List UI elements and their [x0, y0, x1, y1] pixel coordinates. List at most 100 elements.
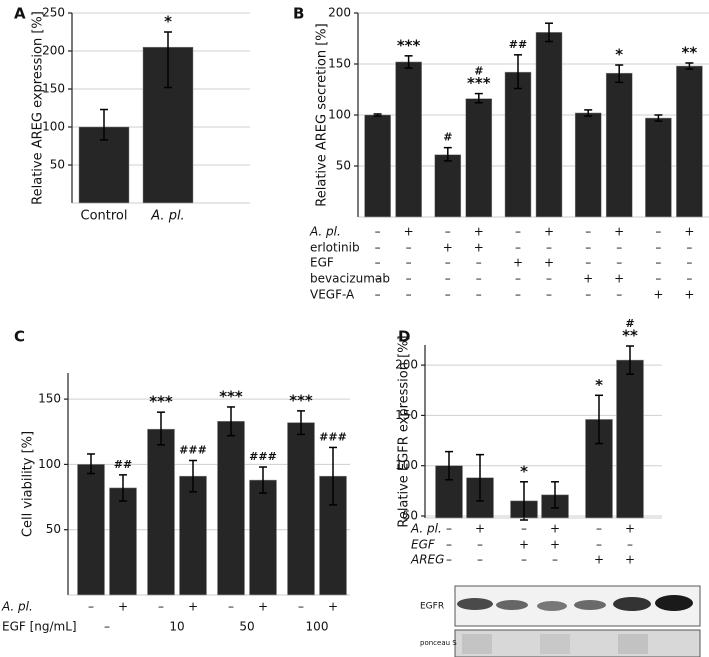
treatment-sign: – — [446, 522, 452, 536]
y-axis-label: Cell viability [%] — [21, 431, 36, 537]
blot-label: ponceau S — [420, 639, 457, 647]
treatment-sign: 10 — [169, 620, 184, 634]
treatment-sign: + — [684, 288, 694, 302]
treatment-sign: – — [375, 241, 381, 255]
bar — [434, 154, 462, 218]
y-tick-label: 150 — [395, 408, 418, 422]
y-tick-label: 100 — [395, 458, 418, 472]
treatment-sign: 50 — [239, 620, 254, 634]
y-tick-label: 200 — [395, 358, 418, 372]
treatment-sign: – — [515, 288, 521, 302]
treatment-sign: – — [546, 241, 552, 255]
treatment-sign: – — [515, 225, 521, 239]
significance-mark: ### — [179, 443, 207, 456]
treatment-sign: + — [475, 522, 485, 536]
x-tick-label: A. pl. — [150, 209, 184, 224]
y-tick-label: 200 — [42, 44, 65, 58]
treatment-sign: – — [406, 288, 412, 302]
treatment-sign: – — [686, 256, 692, 270]
bar — [465, 98, 493, 218]
treatment-sign: – — [616, 241, 622, 255]
row-label: A. pl. — [309, 225, 341, 239]
treatment-sign: – — [521, 553, 527, 567]
treatment-sign: – — [477, 553, 483, 567]
treatment-sign: – — [585, 256, 591, 270]
treatment-sign: + — [513, 256, 523, 270]
significance-mark: # — [443, 131, 452, 144]
panel-label: B — [293, 5, 304, 23]
treatment-sign: + — [684, 225, 694, 239]
treatment-sign: – — [104, 620, 110, 634]
significance-mark: ## — [114, 458, 132, 471]
row-label: VEGF-A — [310, 288, 355, 302]
significance-mark: ### — [319, 430, 347, 443]
bar — [395, 61, 422, 218]
y-tick-label: 150 — [42, 82, 65, 96]
treatment-sign: – — [476, 288, 482, 302]
significance-mark: ### — [249, 450, 277, 463]
significance-mark: *** — [467, 74, 491, 92]
treatment-sign: – — [616, 256, 622, 270]
significance-mark: ** — [682, 43, 698, 61]
y-tick-label: 50 — [403, 508, 418, 522]
treatment-sign: + — [625, 553, 635, 567]
panel-label: C — [14, 328, 25, 346]
treatment-sign: 100 — [306, 620, 329, 634]
significance-mark: *** — [149, 393, 173, 411]
bar — [504, 71, 532, 218]
y-tick-label: 100 — [38, 457, 61, 471]
treatment-sign: – — [446, 553, 452, 567]
bar — [605, 72, 633, 218]
significance-mark: # — [625, 317, 634, 330]
bar — [364, 114, 391, 218]
treatment-sign: – — [88, 600, 94, 614]
bar — [535, 32, 563, 218]
treatment-sign: + — [258, 600, 268, 614]
panel-label: A — [14, 5, 26, 23]
significance-mark: * — [615, 46, 623, 64]
y-tick-label: 100 — [42, 120, 65, 134]
treatment-sign: – — [375, 288, 381, 302]
treatment-sign: + — [550, 522, 560, 536]
panel-label: D — [398, 328, 410, 346]
treatment-sign: – — [228, 600, 234, 614]
bar — [179, 475, 207, 596]
treatment-sign: – — [655, 256, 661, 270]
treatment-sign: + — [594, 553, 604, 567]
y-tick-label: 250 — [42, 6, 65, 20]
significance-mark: ** — [622, 327, 638, 345]
y-tick-label: 100 — [328, 108, 351, 122]
treatment-sign: + — [443, 241, 453, 255]
treatment-sign: + — [583, 272, 593, 286]
significance-mark: ## — [509, 38, 527, 51]
treatment-sign: – — [445, 225, 451, 239]
treatment-sign: + — [653, 288, 663, 302]
treatment-sign: – — [515, 272, 521, 286]
bar — [109, 487, 137, 596]
treatment-sign: – — [158, 600, 164, 614]
treatment-sign: – — [445, 272, 451, 286]
treatment-sign: + — [519, 538, 529, 552]
treatment-sign: – — [406, 256, 412, 270]
treatment-sign: – — [521, 522, 527, 536]
bar — [217, 421, 245, 596]
treatment-sign: – — [616, 288, 622, 302]
significance-mark: * — [595, 376, 603, 394]
y-axis-label: Relative AREG expression [%] — [31, 11, 46, 205]
treatment-sign: + — [625, 522, 635, 536]
treatment-sign: – — [546, 272, 552, 286]
y-tick-label: 50 — [336, 159, 351, 173]
treatment-sign: – — [585, 288, 591, 302]
treatment-sign: – — [686, 272, 692, 286]
treatment-sign: – — [585, 225, 591, 239]
row-label: A. pl. — [1, 600, 33, 614]
treatment-sign: – — [406, 241, 412, 255]
bar — [676, 65, 703, 218]
treatment-sign: + — [188, 600, 198, 614]
y-axis-label: Relative EGFR expression [%] — [397, 335, 412, 527]
treatment-sign: – — [406, 272, 412, 286]
row-label: EGF — [411, 538, 436, 552]
x-tick-label: Control — [81, 209, 128, 224]
treatment-sign: – — [596, 522, 602, 536]
